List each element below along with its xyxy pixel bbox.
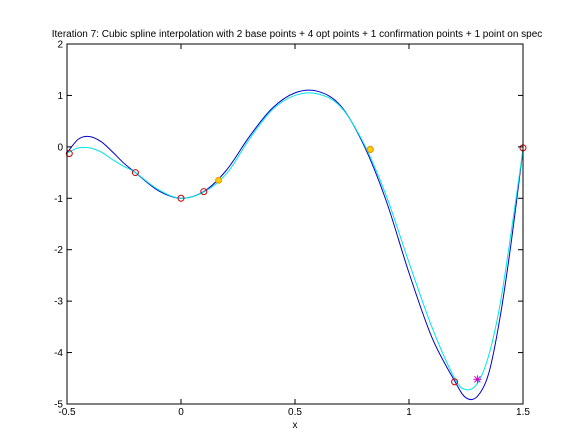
y-tick-label: -4 [54,348,63,359]
x-tick-label: 1 [406,407,412,418]
red-point-marker [131,169,139,177]
y-tick-label: 2 [57,40,63,51]
y-tick-label: -1 [54,194,63,205]
y-tick-label: -3 [54,297,63,308]
star-marker [473,375,482,384]
yellow-point-marker [215,176,223,184]
red-point-marker [65,150,73,158]
x-tick-label: 1.5 [516,407,530,418]
red-point-marker [451,378,459,386]
red-point-marker [200,188,208,196]
y-tick-label: 1 [57,91,63,102]
series-line-2 [66,92,524,391]
series-line-1 [66,89,524,401]
y-tick-label: -2 [54,245,63,256]
yellow-point-marker [366,145,374,153]
x-tick-label: 0.5 [288,407,302,418]
chart-title: Iteration 7: Cubic spline interpolation … [52,29,543,40]
x-tick-label: 0 [178,407,184,418]
y-tick-label: -5 [54,400,63,411]
x-axis-label: x [293,420,298,431]
x-tick-label: -0.5 [58,407,76,418]
red-point-marker [177,194,185,202]
y-tick-label: 0 [57,142,63,153]
